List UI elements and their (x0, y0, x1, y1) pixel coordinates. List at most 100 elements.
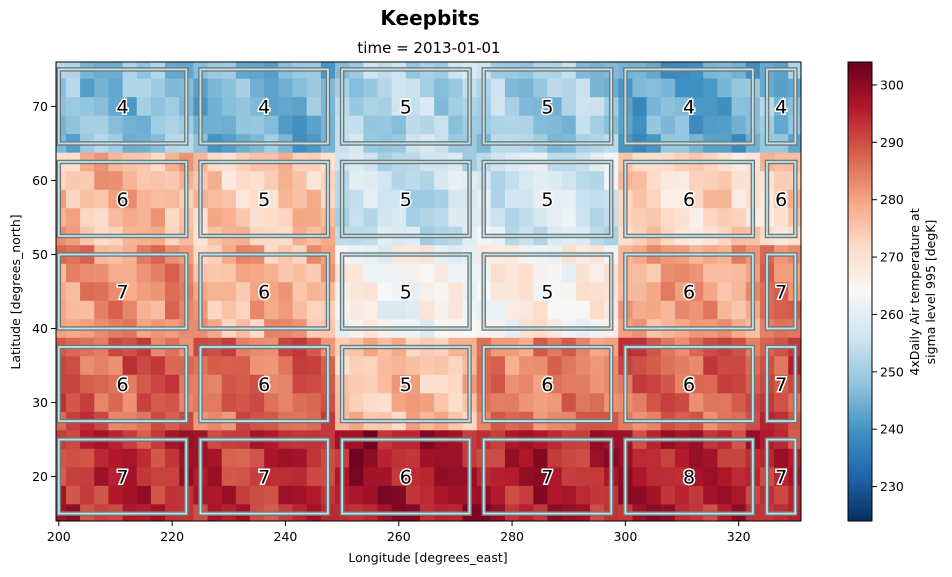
keepbits-label: 5 (541, 189, 553, 211)
heatmap-cell (349, 208, 364, 228)
keepbits-box (482, 253, 613, 330)
heatmap-cell (250, 485, 265, 505)
heatmap-cell (80, 208, 95, 228)
heatmap-cell (80, 300, 95, 320)
heatmap-cell (264, 448, 279, 468)
x-tick-label: 300 (613, 529, 637, 544)
heatmap-cell (56, 374, 67, 394)
heatmap-cell (264, 208, 279, 228)
heatmap-cell (221, 263, 237, 283)
heatmap-cell (391, 282, 407, 302)
heatmap-cell (65, 78, 81, 98)
heatmap-cell (80, 171, 95, 191)
heatmap-cell (377, 374, 393, 394)
heatmap-cell (504, 374, 520, 394)
heatmap-cell (575, 282, 591, 302)
heatmap-cell (689, 300, 704, 320)
keepbits-box (57, 253, 188, 330)
heatmap-cell (547, 171, 563, 191)
heatmap-cell (292, 282, 308, 302)
heatmap-cell (504, 115, 520, 135)
heatmap-cell (504, 467, 520, 487)
heatmap-cell (632, 171, 648, 191)
heatmap-cell (589, 115, 605, 135)
keepbits-label: 6 (775, 189, 787, 211)
heatmap-cell (108, 263, 124, 283)
heatmap-cell (349, 485, 364, 505)
heatmap-cell (292, 448, 308, 468)
heatmap-cell (250, 467, 265, 487)
heatmap-cell (207, 78, 223, 98)
heatmap-cell (533, 171, 548, 191)
heatmap-cell (561, 448, 577, 468)
heatmap-cell (122, 467, 138, 487)
heatmap-cell (136, 448, 152, 468)
heatmap-cell (207, 282, 223, 302)
heatmap-cell (235, 393, 251, 413)
heatmap-cell (94, 78, 109, 98)
heatmap-cell (306, 393, 322, 413)
heatmap-cell (774, 78, 789, 98)
heatmap-cell (165, 282, 180, 302)
heatmap-cell (292, 485, 308, 505)
keepbits-box (624, 346, 754, 422)
colorbar-tick-label: 280 (880, 192, 904, 207)
heatmap-cell (448, 115, 463, 135)
heatmap-cell (363, 393, 379, 413)
heatmap-cell (306, 300, 322, 320)
heatmap-cell (122, 115, 138, 135)
heatmap-cell (150, 171, 166, 191)
heatmap-cell (589, 356, 605, 376)
keepbits-label: 5 (541, 96, 553, 118)
heatmap-cell (717, 189, 733, 209)
heatmap-cell (207, 356, 223, 376)
heatmap-cell (717, 485, 733, 505)
heatmap-cell (731, 282, 747, 302)
colorbar-label-line-1: 4xDaily Air temperature at (907, 208, 922, 375)
heatmap-cell (490, 448, 506, 468)
heatmap-cell (391, 115, 407, 135)
heatmap-cell (80, 78, 95, 98)
heatmap-cell (136, 356, 152, 376)
heatmap-cell (448, 171, 463, 191)
heatmap-cell (94, 171, 109, 191)
colorbar-tick-label: 290 (880, 135, 904, 150)
heatmap-cell (56, 300, 67, 320)
heatmap-cell (674, 485, 690, 505)
colorbar-tick-label: 230 (880, 479, 904, 494)
heatmap-cell (391, 208, 407, 228)
heatmap-cell (405, 78, 421, 98)
heatmap-cell (292, 393, 308, 413)
heatmap-cell (221, 467, 237, 487)
keepbits-label: 7 (775, 374, 787, 396)
heatmap-cell (278, 97, 294, 117)
keepbits-box (766, 161, 797, 237)
heatmap-cell (731, 78, 747, 98)
heatmap-cell (731, 467, 747, 487)
heatmap-cell (391, 300, 407, 320)
keepbits-box (199, 438, 329, 515)
heatmap-cell (122, 282, 138, 302)
heatmap-cell (660, 115, 676, 135)
heatmap-cell (434, 189, 449, 209)
heatmap-cell (80, 115, 95, 135)
heatmap-cell (420, 300, 435, 320)
heatmap-cell (349, 374, 364, 394)
heatmap-cell (108, 485, 124, 505)
heatmap-cell (632, 393, 648, 413)
heatmap-cell (108, 300, 124, 320)
heatmap-cell (349, 97, 364, 117)
heatmap-cell (561, 97, 577, 117)
heatmap-cell (221, 171, 237, 191)
heatmap-cell (165, 356, 180, 376)
heatmap-cell (589, 300, 605, 320)
heatmap-cell (674, 448, 690, 468)
heatmap-cell (363, 485, 379, 505)
heatmap-cell (448, 78, 463, 98)
heatmap-cell (207, 171, 223, 191)
heatmap-cell (264, 263, 279, 283)
heatmap-cell (108, 189, 124, 209)
heatmap-cell (731, 485, 747, 505)
keepbits-box (199, 68, 329, 145)
heatmap-cell (731, 263, 747, 283)
